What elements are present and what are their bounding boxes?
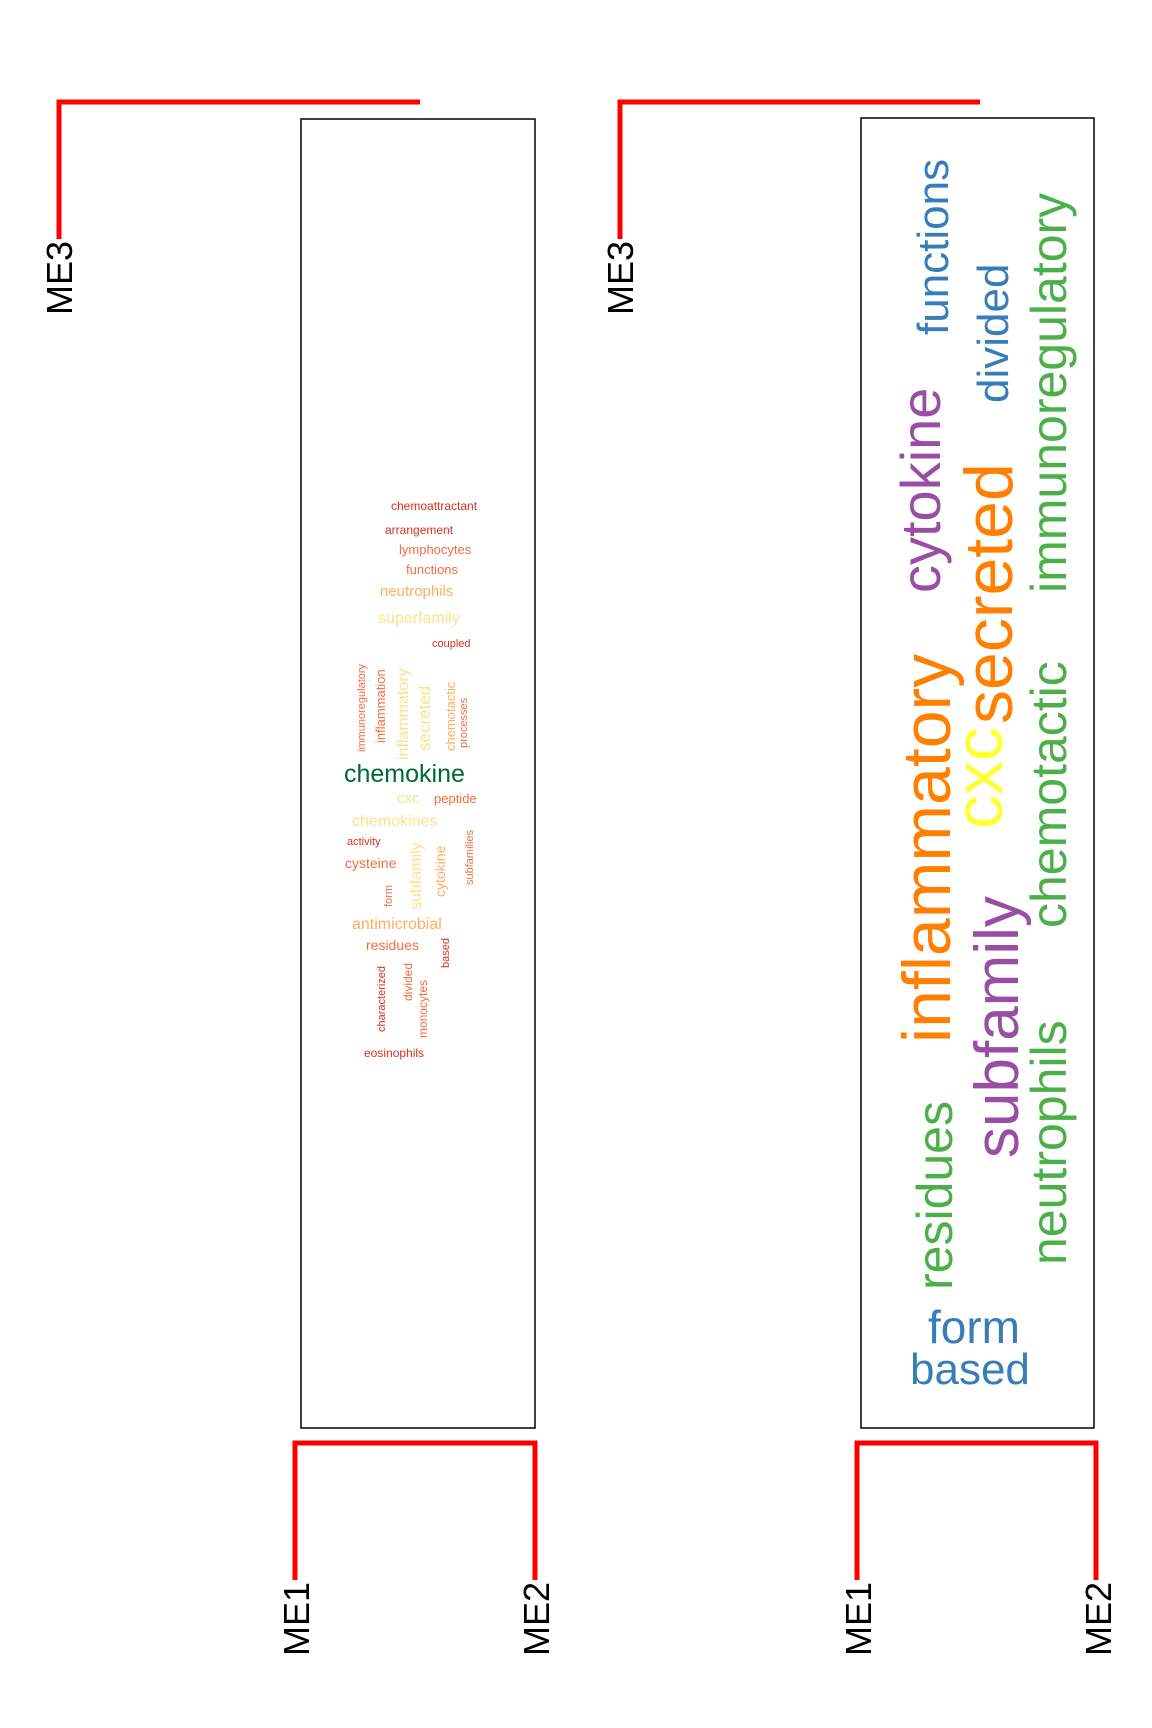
word-superfamily: superfamily (378, 610, 460, 627)
word-based: based (440, 938, 452, 968)
word-residues: residues (907, 1101, 963, 1290)
top-dendrogram (617, 99, 980, 239)
word-functions: functions (406, 562, 459, 577)
word-activity: activity (347, 836, 381, 848)
word-neutrophils: neutrophils (1021, 1020, 1077, 1265)
word-subfamilies: subfamilies (464, 829, 476, 885)
word-residues: residues (366, 937, 419, 953)
word-functions: functions (909, 159, 958, 335)
word-arrangement: arrangement (385, 523, 454, 537)
word-immunoregulatory: immunoregulatory (1021, 193, 1077, 593)
word-secreted: secreted (951, 463, 1027, 724)
leaf-label-me2: ME2 (516, 1582, 557, 1656)
leaf-label-me3: ME3 (39, 241, 80, 315)
word-neutrophils: neutrophils (380, 583, 453, 600)
leaf-label-me2: ME2 (1078, 1582, 1119, 1656)
top-dendrogram-branch (56, 99, 420, 239)
top-dendrogram-branch (617, 99, 980, 239)
word-chemotactic: chemotactic (443, 681, 458, 751)
wordcloud-panel-border (860, 117, 1095, 1429)
word-inflammation: inflammation (373, 669, 388, 743)
bottom-dendrogram-branch (292, 1440, 538, 1580)
word-cytokine: cytokine (432, 845, 448, 897)
panel-right: ME3 functions immunoregulatory divided c… (600, 99, 1119, 1656)
word-chemoattractant: chemoattractant (391, 499, 478, 513)
wordcloud-right: functions immunoregulatory divided cytok… (889, 159, 1077, 1394)
top-dendrogram (56, 99, 420, 239)
word-cxc: cxc (941, 727, 1017, 829)
word-based: based (910, 1345, 1030, 1394)
word-chemokine: chemokine (344, 760, 465, 788)
word-cysteine: cysteine (345, 855, 397, 871)
word-secreted: secreted (415, 686, 434, 751)
word-cxc: cxc (397, 790, 420, 807)
word-chemokines: chemokines (352, 813, 437, 830)
word-divided: divided (969, 264, 1018, 403)
word-cytokine: cytokine (889, 388, 952, 593)
word-form: form (928, 1301, 1020, 1353)
panel-left: ME3 chemoattractant arrangement lymphocy… (39, 99, 557, 1656)
word-coupled: coupled (432, 638, 471, 650)
bottom-dendrogram (854, 1440, 1099, 1580)
word-chemotactic: chemotactic (1021, 661, 1077, 928)
bottom-dendrogram-branch (854, 1440, 1099, 1580)
word-immunoregulatory: immunoregulatory (356, 663, 368, 752)
leaf-label-me1: ME1 (276, 1582, 317, 1656)
word-eosinophils: eosinophils (364, 1046, 424, 1060)
word-divided: divided (401, 963, 415, 1001)
leaf-label-me3: ME3 (600, 241, 641, 315)
word-subfamily: subfamily (408, 842, 425, 910)
word-lymphocytes: lymphocytes (399, 542, 472, 557)
word-antimicrobial: antimicrobial (352, 916, 442, 933)
bottom-dendrogram (292, 1440, 538, 1580)
word-characterized: characterized (376, 966, 388, 1032)
word-processes: processes (458, 697, 470, 748)
word-monocytes: monocytes (416, 980, 430, 1038)
word-form: form (383, 885, 395, 907)
word-peptide: peptide (434, 791, 477, 806)
leaf-label-me1: ME1 (838, 1582, 879, 1656)
word-subfamily: subfamily (963, 896, 1032, 1158)
word-inflammatory: inflammatory (889, 654, 965, 1043)
wordcloud-left: chemoattractant arrangement lymphocytes … (344, 499, 478, 1060)
wordcloud-panel-border (300, 118, 536, 1429)
word-inflammatory: inflammatory (395, 668, 412, 760)
